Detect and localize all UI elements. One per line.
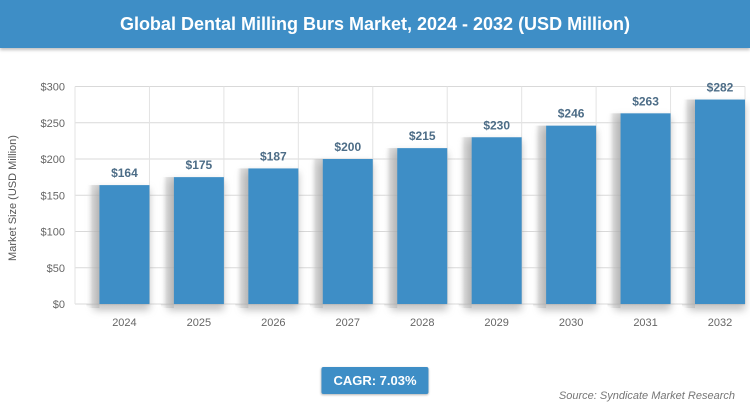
- svg-text:2028: 2028: [410, 317, 434, 329]
- svg-text:$300: $300: [41, 82, 65, 94]
- svg-text:2031: 2031: [633, 317, 657, 329]
- svg-text:$187: $187: [260, 149, 287, 163]
- svg-text:$282: $282: [707, 81, 734, 95]
- svg-text:$175: $175: [186, 158, 213, 172]
- svg-text:$263: $263: [632, 94, 659, 108]
- svg-text:$100: $100: [41, 227, 65, 239]
- svg-text:$250: $250: [41, 118, 65, 130]
- svg-text:$164: $164: [111, 166, 138, 180]
- svg-text:2030: 2030: [559, 317, 583, 329]
- svg-text:$0: $0: [53, 299, 65, 311]
- svg-text:2029: 2029: [484, 317, 508, 329]
- svg-text:$50: $50: [47, 263, 65, 275]
- svg-text:2027: 2027: [336, 317, 360, 329]
- svg-text:$150: $150: [41, 190, 65, 202]
- svg-text:$246: $246: [558, 107, 585, 121]
- svg-text:$230: $230: [483, 118, 510, 132]
- svg-text:2024: 2024: [112, 317, 136, 329]
- svg-text:Market Size (USD Million): Market Size (USD Million): [7, 135, 19, 261]
- svg-text:2025: 2025: [187, 317, 211, 329]
- svg-text:2032: 2032: [708, 317, 732, 329]
- svg-text:$200: $200: [41, 154, 65, 166]
- svg-text:$215: $215: [409, 129, 436, 143]
- svg-text:2026: 2026: [261, 317, 285, 329]
- svg-text:$200: $200: [334, 140, 361, 154]
